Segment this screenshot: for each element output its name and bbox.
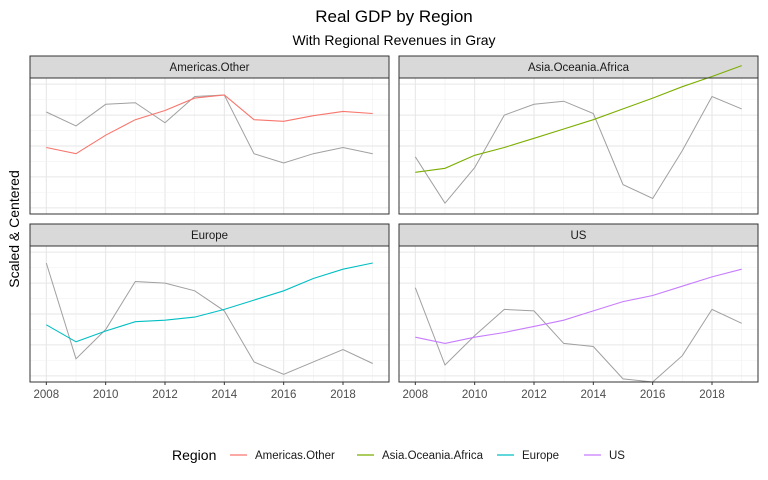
facet-panels: Americas.Other Asia.Oceania.Africa Europe 2… (29, 55, 759, 401)
x-tick-label: 2014 (212, 389, 238, 401)
chart-subtitle: With Regional Revenues in Gray (292, 32, 495, 48)
facet-strip-label: Asia.Oceania.Africa (528, 62, 630, 74)
revenue-series-line (414, 95, 742, 205)
gdp-series-line (415, 268, 742, 344)
facet-asia-oceania-africa: Asia.Oceania.Africa (398, 55, 759, 215)
x-tick-label: 2012 (152, 389, 178, 401)
legend: Region Americas.Other Asia.Oceania.Africa… (172, 447, 625, 463)
x-tick-label: 2018 (330, 389, 356, 401)
facet-us: US 2008 2010 2012 2014 2016 2018 (398, 223, 759, 401)
facet-border (398, 77, 759, 215)
legend-item-us: US (584, 450, 625, 462)
x-tick-label: 2008 (34, 389, 60, 401)
facet-strip-label: Americas.Other (170, 62, 250, 74)
x-tick-label: 2018 (699, 389, 725, 401)
facet-border (29, 245, 390, 383)
facet-strip-label: US (571, 230, 587, 242)
gdp-series-line (46, 94, 373, 155)
gdp-series-line (415, 65, 742, 173)
facet-americas-other: Americas.Other (29, 55, 390, 215)
facet-border (398, 245, 759, 383)
chart-title: Real GDP by Region (315, 7, 473, 26)
legend-item-asia-oceania-africa: Asia.Oceania.Africa (357, 450, 484, 462)
legend-title: Region (172, 447, 216, 463)
x-tick-label: 2012 (521, 389, 547, 401)
x-tick-label: 2016 (640, 389, 666, 401)
legend-label: Americas.Other (255, 450, 335, 462)
legend-item-americas-other: Americas.Other (230, 450, 335, 462)
y-axis-label: Scaled & Centered (6, 170, 22, 288)
facet-europe: Europe 2008 2010 2012 2014 2016 2018 (29, 223, 390, 401)
revenue-series-line (45, 262, 373, 375)
revenue-series-line (414, 287, 742, 383)
gdp-series-line (46, 262, 373, 343)
x-tick-label: 2008 (403, 389, 429, 401)
facet-border (29, 77, 390, 215)
facet-strip-label: Europe (191, 230, 228, 242)
x-tick-label: 2010 (93, 389, 119, 401)
revenue-series-line (46, 94, 373, 164)
x-tick-label: 2010 (462, 389, 488, 401)
x-tick-label: 2014 (581, 389, 607, 401)
legend-item-europe: Europe (497, 450, 559, 462)
legend-label: Europe (522, 450, 559, 462)
x-tick-label: 2016 (271, 389, 297, 401)
legend-label: US (609, 450, 625, 462)
legend-label: Asia.Oceania.Africa (382, 450, 484, 462)
